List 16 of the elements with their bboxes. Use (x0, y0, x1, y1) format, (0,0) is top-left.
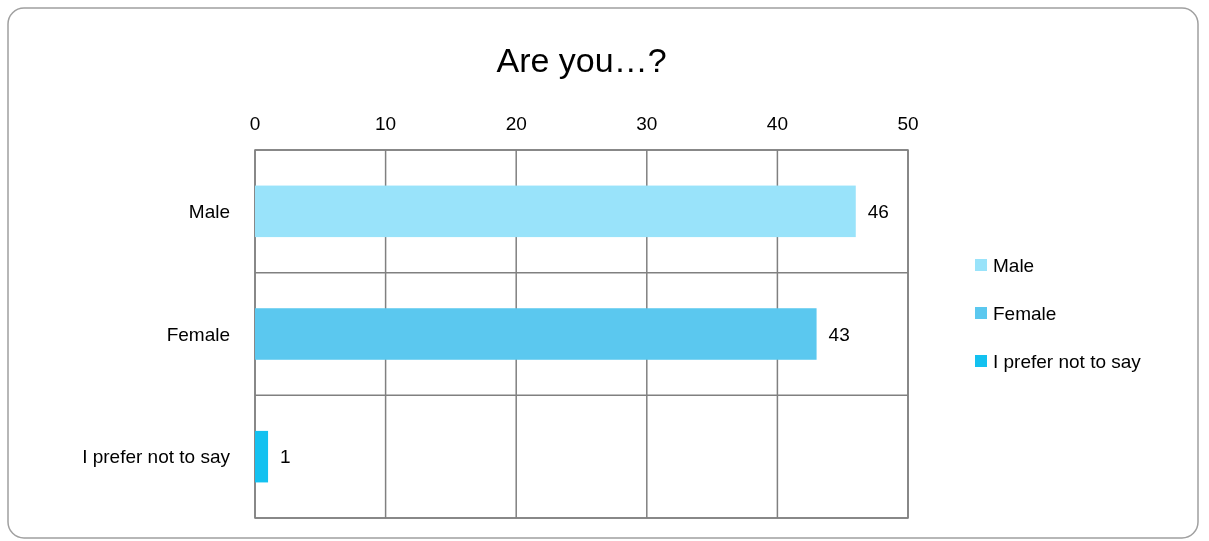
legend-label: Male (993, 254, 1035, 276)
data-label: 1 (280, 446, 291, 468)
x-tick-label: 30 (636, 113, 658, 134)
x-tick-label: 0 (249, 113, 261, 134)
y-tick-label: I prefer not to say (82, 446, 231, 468)
x-tick-label: 10 (375, 113, 397, 134)
x-tick-label: 20 (505, 113, 527, 134)
data-label: 46 (867, 200, 889, 222)
legend-label: Female (993, 302, 1057, 324)
legend-label: I prefer not to say (993, 350, 1142, 372)
x-tick-label: 50 (897, 113, 919, 134)
y-tick-label: Male (188, 200, 230, 222)
chart-title: Are you…? (496, 41, 667, 79)
data-label: 43 (828, 323, 850, 345)
x-tick-label: 40 (766, 113, 788, 134)
y-tick-label: Female (166, 323, 230, 345)
